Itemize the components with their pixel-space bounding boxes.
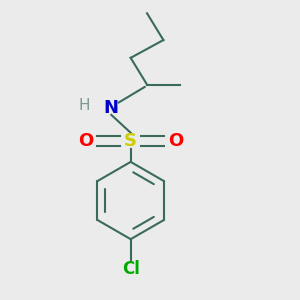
Text: N: N [104,99,119,117]
Text: O: O [79,132,94,150]
Text: H: H [79,98,90,113]
Text: O: O [168,132,183,150]
Text: S: S [124,132,137,150]
Text: Cl: Cl [122,260,140,278]
